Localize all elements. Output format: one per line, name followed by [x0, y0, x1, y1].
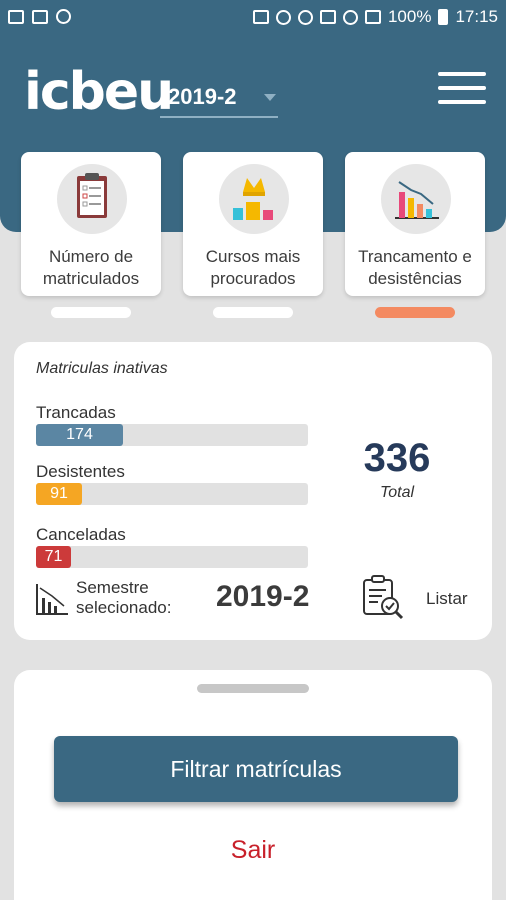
list-button[interactable]: Listar: [426, 589, 468, 608]
stat-label: Canceladas: [36, 525, 126, 544]
declining-chart-icon: [381, 164, 451, 234]
lock-icon: [252, 10, 269, 24]
stat-bar-track: 71: [36, 546, 308, 568]
category-label: Cursos mais procurados: [205, 247, 301, 288]
signal-icon: [364, 10, 381, 24]
category-card-enrolled[interactable]: Número de matriculados: [21, 152, 161, 296]
card-title: Matriculas inativas: [36, 360, 168, 377]
stat-label: Desistentes: [36, 462, 125, 481]
car-icon: [8, 9, 24, 24]
clock: 17:15: [455, 7, 498, 26]
category-indicator: [213, 307, 293, 318]
wifi-icon: [342, 9, 358, 25]
stat-bar-fill: 174: [36, 424, 123, 446]
menu-button[interactable]: [438, 72, 486, 106]
filter-enrollments-button[interactable]: Filtrar matrículas: [54, 736, 458, 802]
document-search-icon[interactable]: [358, 574, 406, 622]
semester-dropdown[interactable]: 2019-2: [160, 80, 278, 118]
battery-icon: [438, 9, 449, 25]
battery-percent: 100%: [387, 7, 432, 26]
menu-line: [438, 72, 486, 76]
semester-label: Semestre selecionado:: [76, 578, 172, 617]
semester-dropdown-value: 2019-2: [168, 84, 237, 109]
menu-line: [438, 100, 486, 104]
voicemail-icon: [56, 9, 71, 24]
laptop-icon: [32, 9, 48, 24]
chart-down-icon: [34, 582, 70, 616]
clipboard-icon: [57, 164, 127, 234]
total-label: Total: [379, 484, 415, 501]
inactive-enrollments-card: Matriculas inativas Trancadas 174 Desist…: [14, 342, 492, 640]
stat-bar-fill: 71: [36, 546, 71, 568]
category-indicator-active: [375, 307, 455, 318]
category-label: Número de matriculados: [42, 247, 140, 288]
stat-bar-fill: 91: [36, 483, 82, 505]
mute-icon: [275, 9, 291, 25]
chevron-down-icon: [264, 94, 276, 101]
app-logo: icbeu: [24, 62, 174, 122]
sheet-drag-handle[interactable]: [197, 684, 309, 693]
category-card-popular-courses[interactable]: Cursos mais procurados: [183, 152, 323, 296]
crown-chart-icon: [219, 164, 289, 234]
status-bar: 100% 17:15: [0, 0, 506, 36]
alarm-icon: [297, 9, 313, 25]
category-card-dropouts[interactable]: Trancamento e desistências: [345, 152, 485, 296]
semester-value: 2019-2: [216, 580, 310, 613]
logout-button[interactable]: Sair: [230, 836, 276, 864]
category-label: Trancamento e desistências: [358, 247, 472, 288]
stat-bar-track: 174: [36, 424, 308, 446]
category-indicator: [51, 307, 131, 318]
stat-label: Trancadas: [36, 403, 116, 422]
bottom-sheet: Filtrar matrículas Sair: [14, 670, 492, 900]
stat-bar-track: 91: [36, 483, 308, 505]
menu-line: [438, 86, 486, 90]
volte-icon: [319, 10, 336, 24]
total-value: 336: [363, 436, 431, 480]
